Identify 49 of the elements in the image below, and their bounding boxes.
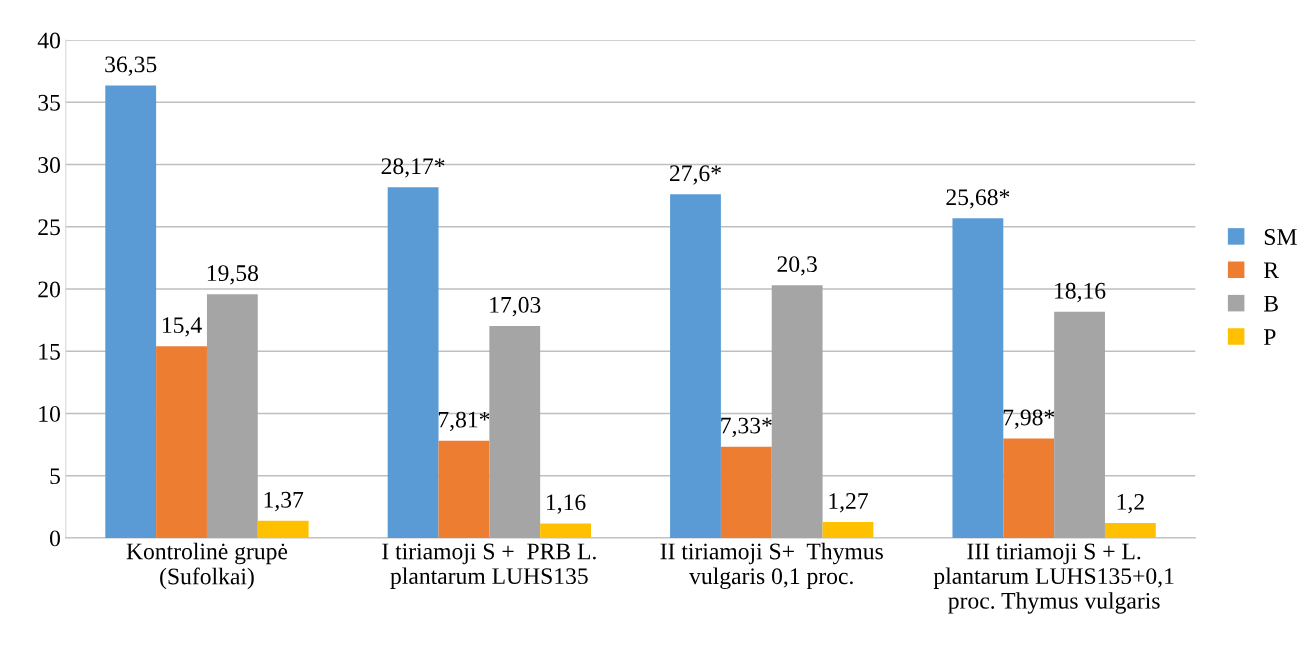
bar: [105, 85, 157, 538]
data-label: 36,35: [105, 56, 157, 76]
y-tick-label: 5: [50, 468, 60, 485]
bar: [1003, 438, 1055, 538]
bar: [156, 346, 207, 538]
data-label: 25,68*: [946, 189, 1010, 209]
y-tick-label: 35: [38, 94, 60, 111]
data-label: 1,2: [1117, 493, 1144, 514]
data-label: 1,37: [264, 491, 304, 512]
data-label: 7,98*: [1003, 409, 1055, 429]
bar: [822, 522, 874, 538]
x-tick-label: II tiriamoji S+ Thymus vulgaris 0,1 proc.: [660, 542, 883, 590]
y-tick-label: 20: [38, 281, 60, 298]
data-label: 1,16: [547, 494, 586, 514]
bar: [438, 440, 490, 538]
data-label: 19,58: [207, 265, 259, 285]
data-label: 27,6*: [669, 165, 721, 185]
y-tick-label: 15: [39, 343, 60, 360]
bar: [670, 194, 721, 538]
legend-label: P: [1263, 329, 1276, 345]
data-label: 20,3: [777, 256, 817, 276]
y-tick-label: 30: [38, 156, 60, 173]
data-label: 7,33*: [721, 417, 772, 437]
bar: [1054, 311, 1105, 538]
y-tick-label: 0: [49, 530, 60, 547]
bar: [1104, 522, 1156, 538]
legend-label: B: [1263, 295, 1278, 312]
x-tick-label: I tiriamoji S + PRB L. plantarum LUHS135: [382, 543, 596, 589]
bar: [387, 187, 439, 538]
bar: [206, 294, 258, 538]
data-label: 15,4: [162, 317, 202, 337]
data-label: 1,27: [829, 493, 868, 513]
bar: [771, 285, 823, 538]
bar: [257, 520, 309, 538]
y-tick-label: 25: [38, 219, 60, 236]
x-tick-label: Kontrolinė grupė (Sufolkai): [126, 542, 288, 590]
bar: [952, 218, 1004, 538]
x-tick-label: III tiriamoji S + L. plantarum LUHS135+0,1 proc. Thymus vulgaris: [933, 543, 1174, 614]
data-label: 17,03: [490, 296, 541, 317]
legend-label: R: [1263, 262, 1280, 279]
data-label: 28,17*: [381, 158, 445, 178]
y-tick-label: 40: [37, 32, 60, 49]
bar: [720, 446, 772, 538]
data-label: 18,16: [1055, 282, 1106, 303]
legend-label: SM: [1264, 229, 1297, 245]
bar: [489, 325, 541, 538]
bar: [540, 523, 592, 538]
y-tick-label: 10: [39, 405, 60, 422]
data-label: 7,81*: [438, 411, 490, 431]
